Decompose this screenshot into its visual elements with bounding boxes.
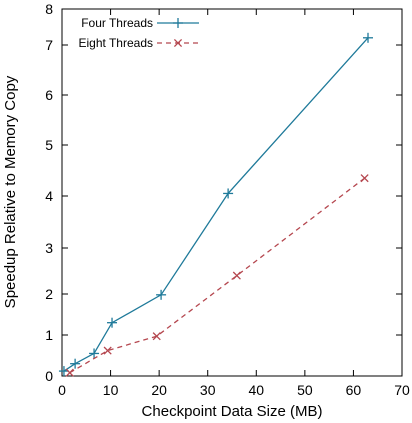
y-tick-label: 2 xyxy=(45,286,53,302)
y-tick-label: 0 xyxy=(45,368,53,384)
x-tick-label: 20 xyxy=(151,382,167,398)
x-tick-label: 50 xyxy=(297,382,313,398)
legend-label-eight-threads: Eight Threads xyxy=(79,36,154,50)
data-point-four-threads xyxy=(70,358,81,369)
data-point-four-threads xyxy=(107,317,118,328)
data-point-eight-threads xyxy=(152,332,161,341)
y-tick-label: 5 xyxy=(45,137,53,153)
series-layer xyxy=(58,32,373,377)
x-tick-label: 70 xyxy=(394,382,410,398)
x-tick-label: 30 xyxy=(200,382,216,398)
legend-label-four-threads: Four Threads xyxy=(81,16,153,30)
y-axis: 0 1 2 3 4 5 6 7 8 xyxy=(45,1,402,384)
data-point-four-threads xyxy=(156,289,167,300)
y-tick-label: 7 xyxy=(45,37,53,53)
legend-item-eight-threads: Eight Threads xyxy=(79,36,199,50)
y-tick-label: 8 xyxy=(45,1,53,17)
data-point-eight-threads xyxy=(103,346,112,355)
data-point-eight-threads xyxy=(65,368,74,377)
legend: Four Threads Eight Threads xyxy=(79,16,199,50)
data-point-eight-threads xyxy=(360,174,369,183)
series-line-eight-threads xyxy=(69,177,365,374)
legend-marker-four-threads xyxy=(173,18,183,28)
data-point-four-threads xyxy=(223,188,234,199)
y-tick-label: 3 xyxy=(45,240,53,256)
data-point-four-threads xyxy=(363,32,373,43)
y-tick-label: 1 xyxy=(45,327,53,343)
y-tick-label: 4 xyxy=(45,188,53,204)
x-tick-label: 0 xyxy=(58,382,66,398)
y-axis-label: Speedup Relative to Memory Copy xyxy=(2,75,19,308)
series-line-four-threads xyxy=(63,37,369,372)
data-point-four-threads xyxy=(89,348,100,359)
x-axis: 0 10 20 30 40 50 60 70 xyxy=(58,9,410,398)
legend-marker-symbol xyxy=(173,18,183,28)
data-point-eight-threads xyxy=(232,271,241,280)
x-axis-label: Checkpoint Data Size (MB) xyxy=(142,403,323,420)
legend-marker-symbol xyxy=(173,38,183,48)
legend-marker-eight-threads xyxy=(173,38,183,48)
plot-frame xyxy=(61,8,403,377)
x-tick-label: 60 xyxy=(346,382,362,398)
x-tick-label: 10 xyxy=(103,382,119,398)
y-tick-label: 6 xyxy=(45,87,53,103)
x-tick-label: 40 xyxy=(248,382,264,398)
plot-area xyxy=(61,8,403,377)
legend-item-four-threads: Four Threads xyxy=(81,16,199,30)
